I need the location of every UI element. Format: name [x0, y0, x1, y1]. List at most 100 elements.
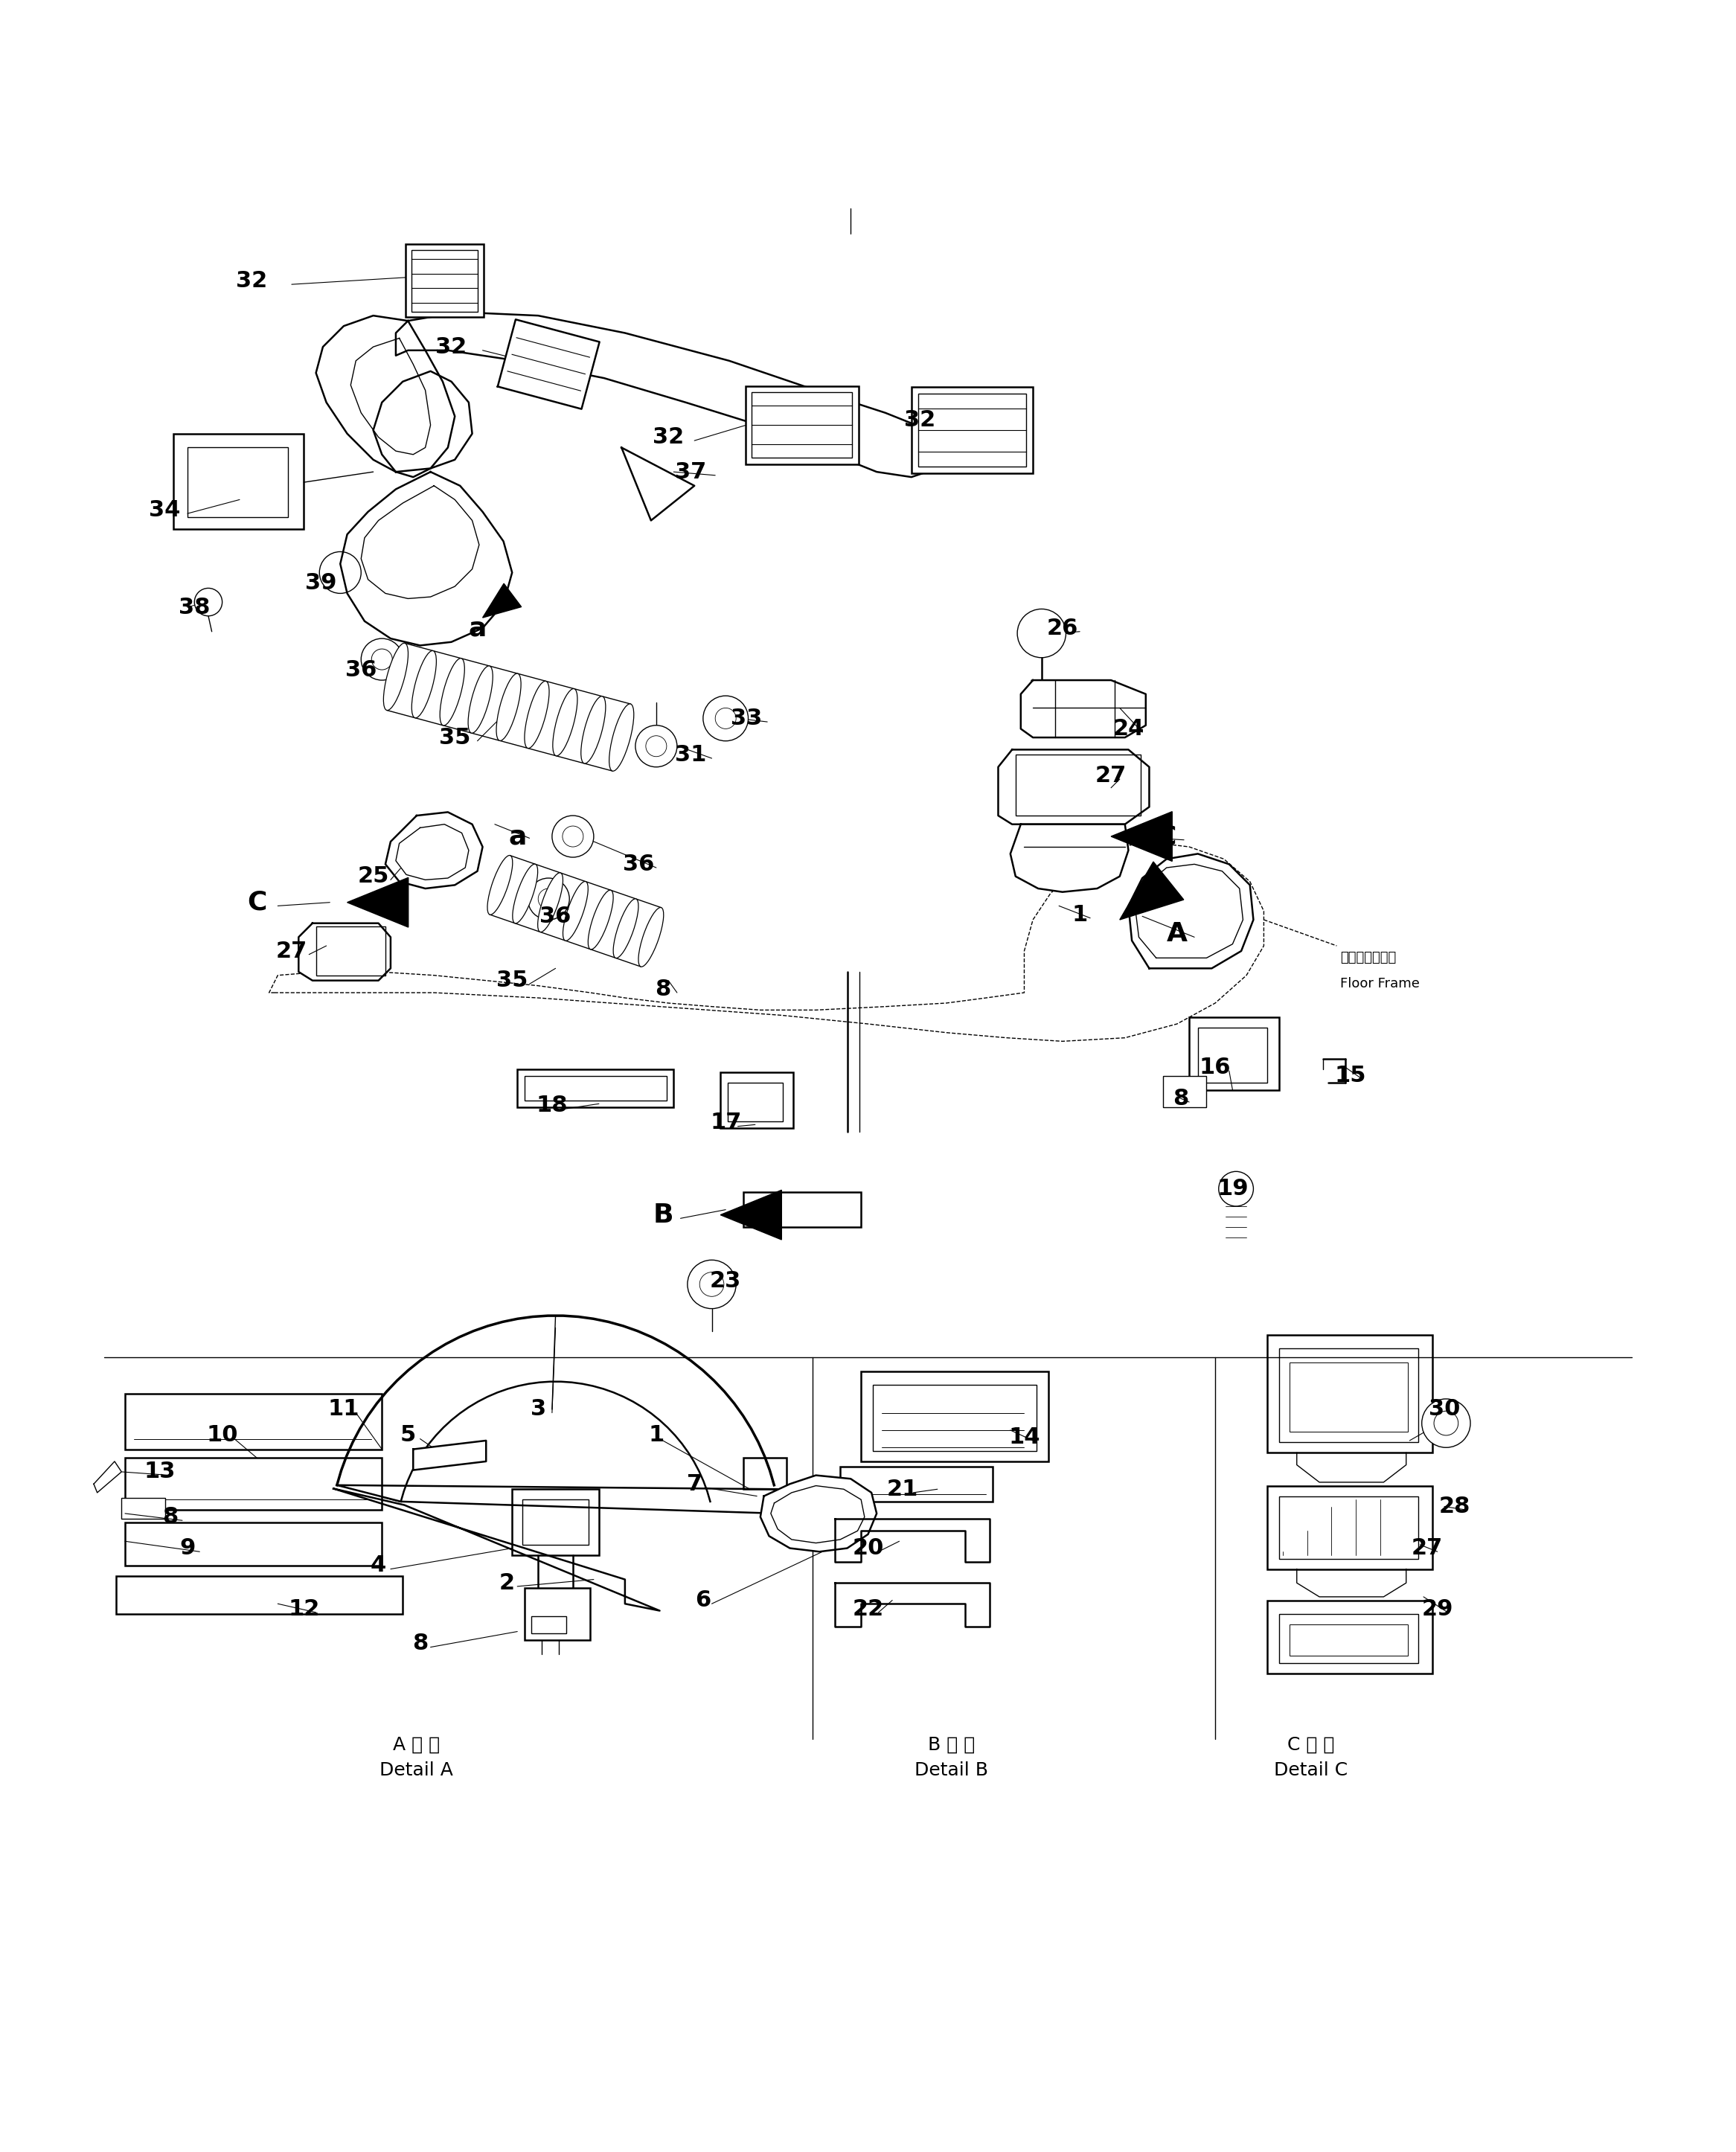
Text: 33: 33 — [731, 708, 762, 730]
Text: 17: 17 — [710, 1113, 741, 1134]
Text: 39: 39 — [306, 572, 337, 594]
Text: 25: 25 — [358, 865, 389, 887]
Text: 13: 13 — [144, 1461, 175, 1483]
Text: 38: 38 — [179, 596, 210, 618]
Polygon shape — [835, 1519, 990, 1562]
Text: 18: 18 — [536, 1095, 568, 1117]
Circle shape — [194, 587, 222, 615]
Text: Detail B: Detail B — [915, 1762, 988, 1780]
Text: 29: 29 — [1422, 1599, 1453, 1620]
Bar — [1279, 1614, 1418, 1663]
Polygon shape — [396, 824, 469, 880]
Polygon shape — [361, 486, 479, 598]
Text: 27: 27 — [1411, 1537, 1443, 1558]
Bar — [1290, 1625, 1408, 1655]
Ellipse shape — [488, 854, 512, 915]
Text: C: C — [1156, 824, 1177, 850]
Text: 37: 37 — [675, 461, 707, 482]
Bar — [1279, 1349, 1418, 1442]
Ellipse shape — [384, 643, 408, 710]
Polygon shape — [998, 749, 1149, 824]
Text: 26: 26 — [1047, 618, 1078, 639]
Text: 21: 21 — [887, 1478, 918, 1500]
Polygon shape — [333, 1489, 660, 1610]
Text: 32: 32 — [904, 409, 936, 430]
Text: 1: 1 — [648, 1425, 665, 1446]
Circle shape — [1017, 609, 1066, 659]
Text: 24: 24 — [1113, 719, 1144, 740]
Text: 35: 35 — [439, 727, 470, 749]
Polygon shape — [483, 583, 521, 618]
Circle shape — [528, 878, 569, 919]
Ellipse shape — [538, 874, 562, 932]
Text: C: C — [247, 889, 267, 915]
Polygon shape — [94, 1461, 122, 1493]
Text: 2: 2 — [498, 1573, 516, 1595]
Text: 19: 19 — [1217, 1177, 1248, 1199]
Bar — [745, 385, 858, 465]
Polygon shape — [316, 316, 455, 478]
Ellipse shape — [589, 891, 613, 949]
Text: 34: 34 — [149, 499, 181, 521]
Polygon shape — [1120, 861, 1184, 919]
Circle shape — [552, 816, 594, 856]
Text: 27: 27 — [276, 940, 307, 962]
Ellipse shape — [639, 908, 663, 966]
Bar — [840, 1468, 993, 1502]
Bar — [752, 392, 852, 458]
Text: 31: 31 — [675, 745, 707, 766]
Circle shape — [700, 1272, 724, 1296]
Text: 32: 32 — [653, 426, 684, 448]
Polygon shape — [413, 1440, 486, 1470]
Circle shape — [538, 889, 559, 910]
Text: B 祥 細: B 祥 細 — [927, 1735, 976, 1754]
Text: 23: 23 — [710, 1270, 741, 1291]
Ellipse shape — [469, 665, 493, 734]
Polygon shape — [1111, 811, 1172, 861]
Text: 1: 1 — [1071, 904, 1088, 925]
Polygon shape — [835, 1584, 990, 1627]
Text: 36: 36 — [623, 854, 654, 876]
Bar — [524, 1588, 590, 1640]
Polygon shape — [299, 923, 391, 981]
Circle shape — [646, 736, 667, 758]
Bar — [1290, 1362, 1408, 1431]
Circle shape — [361, 639, 403, 680]
Circle shape — [703, 695, 748, 740]
Polygon shape — [337, 1485, 778, 1513]
Circle shape — [715, 708, 736, 730]
Bar — [125, 1521, 382, 1565]
Bar — [743, 1192, 861, 1227]
Polygon shape — [1010, 824, 1128, 891]
Ellipse shape — [552, 689, 578, 755]
Text: フロアフレーム: フロアフレーム — [1340, 951, 1396, 964]
Text: 11: 11 — [328, 1399, 359, 1420]
Text: 8: 8 — [654, 979, 672, 1001]
Bar — [918, 394, 1026, 467]
Polygon shape — [1021, 680, 1146, 738]
Text: 4: 4 — [370, 1554, 387, 1577]
Ellipse shape — [562, 882, 589, 940]
Polygon shape — [373, 370, 472, 471]
Polygon shape — [385, 811, 483, 889]
Bar — [316, 928, 385, 975]
Circle shape — [635, 725, 677, 766]
Bar — [1163, 1076, 1207, 1108]
Text: C 祥 細: C 祥 細 — [1286, 1735, 1335, 1754]
Circle shape — [1434, 1412, 1458, 1435]
Text: 30: 30 — [1429, 1399, 1460, 1420]
Text: 16: 16 — [1200, 1057, 1231, 1078]
Bar — [1279, 1496, 1418, 1558]
Text: Floor Frame: Floor Frame — [1340, 977, 1420, 990]
Polygon shape — [337, 1315, 774, 1502]
Text: 9: 9 — [179, 1537, 196, 1558]
Polygon shape — [347, 878, 408, 928]
Text: 27: 27 — [1095, 764, 1127, 785]
Text: a: a — [509, 824, 526, 850]
Text: 32: 32 — [436, 336, 467, 357]
Bar — [743, 1457, 786, 1489]
Ellipse shape — [582, 697, 606, 764]
Polygon shape — [340, 471, 512, 646]
Ellipse shape — [411, 650, 436, 719]
Text: 22: 22 — [852, 1599, 884, 1620]
